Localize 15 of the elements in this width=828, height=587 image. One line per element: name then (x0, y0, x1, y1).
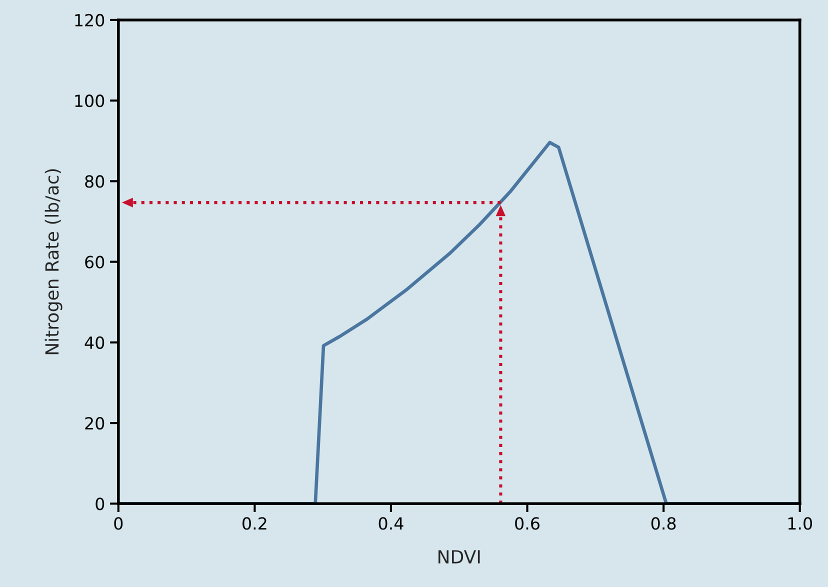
x-tick-label: 0.2 (242, 517, 266, 530)
x-tick-label: 0 (114, 517, 123, 530)
y-tick-label: 0 (96, 498, 104, 510)
y-tick-label: 120 (75, 14, 104, 27)
y-tick-label: 20 (85, 416, 104, 430)
y-tick-label: 60 (85, 256, 104, 268)
x-axis-title: NDVI (438, 550, 480, 564)
y-tick-label: 40 (84, 336, 104, 349)
y-tick-label: 80 (85, 175, 104, 188)
x-tick-label: 1.0 (788, 517, 812, 530)
y-tick-label: 100 (75, 94, 104, 108)
x-tick-label: 0.6 (515, 517, 540, 530)
x-tick-label: 0.4 (378, 517, 404, 530)
y-axis-title: Nitrogen Rate (lb/ac) (44, 169, 62, 354)
x-tick-label: 0.8 (651, 517, 676, 530)
